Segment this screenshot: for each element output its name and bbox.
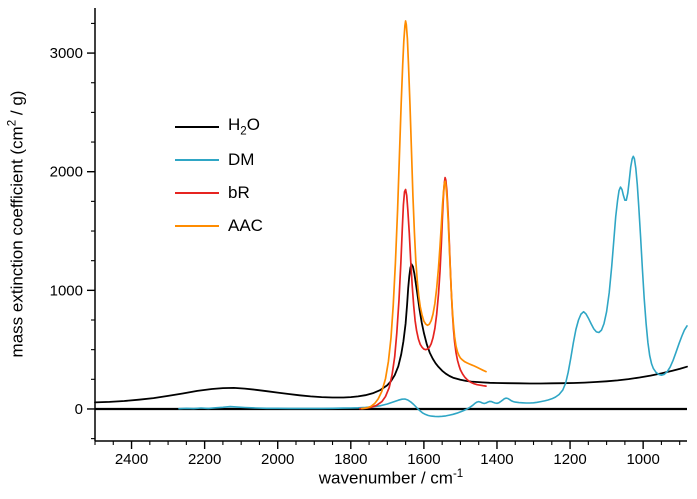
y-axis-title-superscript: 2	[6, 119, 19, 127]
legend-item-br: bR	[175, 182, 263, 203]
x-tick-label: 2400	[115, 451, 148, 468]
legend-swatch-dm	[175, 158, 219, 161]
y-tick-label: 2000	[50, 164, 83, 181]
y-tick-label: 3000	[50, 45, 83, 62]
x-tick-label: 1200	[553, 451, 586, 468]
y-axis-title-text: mass extinction coefficient (cm	[7, 126, 27, 358]
y-tick-label: 0	[75, 401, 83, 418]
legend: H2O DM bR AAC	[175, 115, 263, 248]
x-tick-label: 1400	[480, 451, 513, 468]
series-aac	[360, 20, 487, 410]
legend-item-aac: AAC	[175, 215, 263, 236]
x-tick-label: 2000	[261, 451, 294, 468]
legend-label-dm: DM	[228, 149, 255, 169]
legend-label-h2o: H2O	[228, 115, 260, 138]
y-tick-label: 1000	[50, 282, 83, 299]
x-axis-title: wavenumber / cm-1	[319, 468, 463, 489]
x-tick-label: 1800	[334, 451, 367, 468]
series-dm	[178, 155, 688, 418]
y-axis-title-end: / g)	[7, 90, 27, 120]
x-tick-label: 2200	[188, 451, 221, 468]
x-tick-label: 1600	[407, 451, 440, 468]
legend-item-h2o: H2O	[175, 115, 263, 138]
legend-swatch-aac	[175, 224, 219, 227]
y-minor-ticks	[91, 22, 95, 440]
legend-label-br: bR	[228, 182, 250, 202]
x-minor-ticks	[94, 441, 681, 445]
legend-swatch-br	[175, 191, 219, 194]
series-h2o	[94, 263, 688, 404]
series-br	[359, 176, 487, 410]
x-axis-title-superscript: -1	[452, 468, 464, 480]
x-ticks: 2400 2200 2000 1800 1600 1400 1200 1000	[115, 441, 660, 468]
x-axis-title-text: wavenumber / cm	[318, 468, 453, 488]
legend-label-aac: AAC	[228, 215, 263, 235]
legend-swatch-h2o	[175, 125, 219, 128]
legend-item-dm: DM	[175, 149, 263, 170]
y-ticks: 0 1000 2000 3000	[50, 45, 95, 418]
y-axis-title: mass extinction coefficient (cm2 / g)	[7, 91, 28, 358]
x-tick-label: 1000	[626, 451, 659, 468]
